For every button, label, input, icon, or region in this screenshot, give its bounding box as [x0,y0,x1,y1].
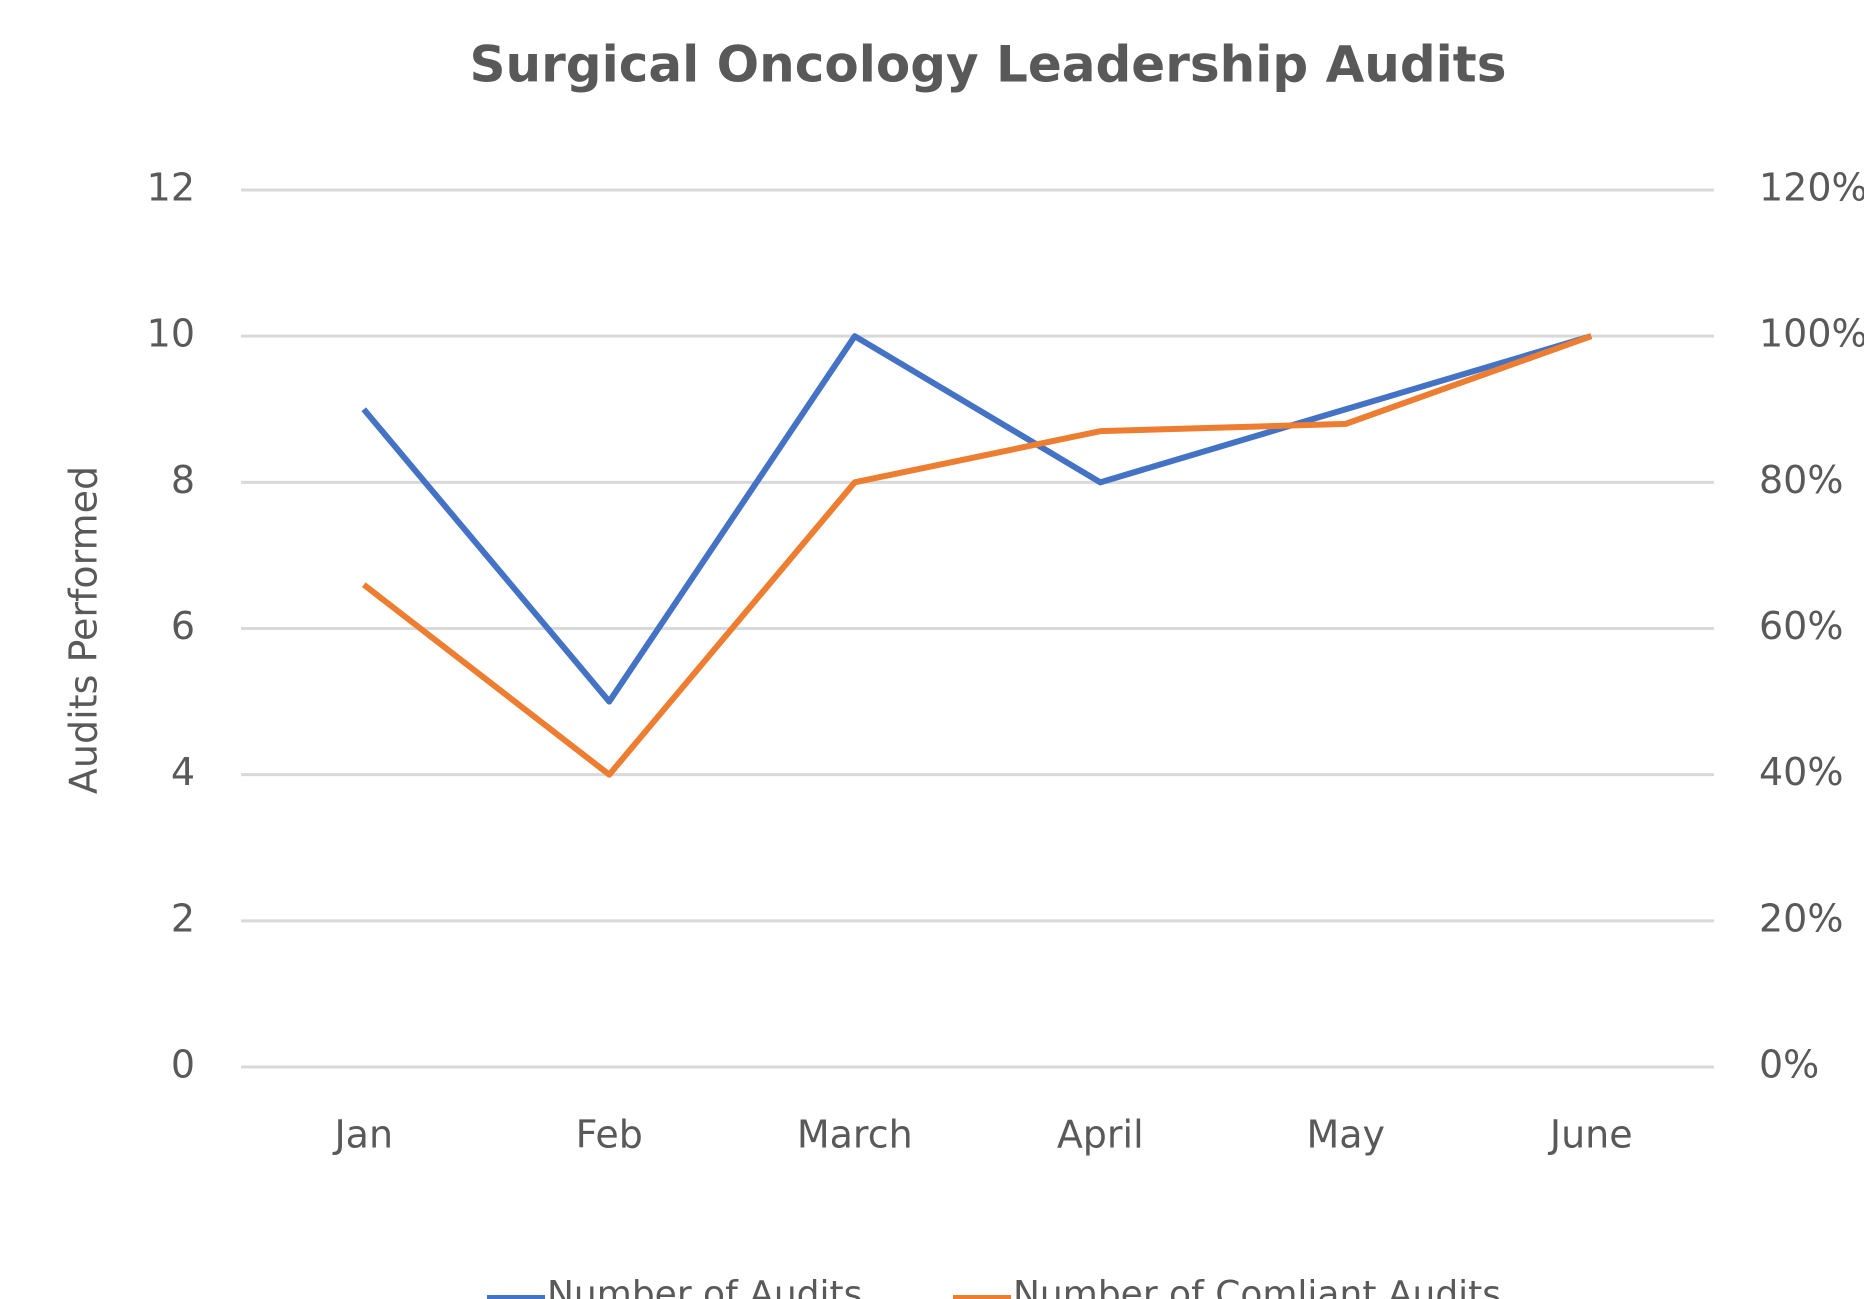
y-tick-label: 12 [147,166,195,210]
y-tick-label: 8 [171,458,195,502]
legend-label: Number of Audits [547,1274,862,1299]
x-tick-label: June [1548,1113,1633,1157]
x-tick-label: May [1306,1113,1385,1157]
y2-tick-label: 100% [1759,312,1864,356]
x-tick-label: March [797,1113,913,1157]
x-tick-label: Jan [332,1113,393,1157]
y2-tick-label: 40% [1759,750,1843,794]
series-line [361,333,1593,778]
legend-label: Number of Comliant Audits [1013,1274,1501,1299]
y-tick-label: 10 [147,312,195,356]
y2-tick-label: 0% [1759,1043,1819,1087]
y2-tick-label: 120% [1759,166,1864,210]
y2-tick-label: 20% [1759,896,1843,940]
x-tick-label: April [1057,1113,1144,1157]
y-tick-label: 6 [171,604,195,648]
y-axis-label: Audits Performed [62,466,106,794]
y2-tick-label: 80% [1759,458,1843,502]
series-line [361,333,1593,705]
y2-tick-label: 60% [1759,604,1843,648]
chart-title: Surgical Oncology Leadership Audits [470,36,1507,94]
y-tick-label: 0 [171,1043,195,1087]
y-tick-label: 2 [171,896,195,940]
y-tick-label: 4 [171,750,195,794]
x-tick-label: Feb [576,1113,643,1157]
